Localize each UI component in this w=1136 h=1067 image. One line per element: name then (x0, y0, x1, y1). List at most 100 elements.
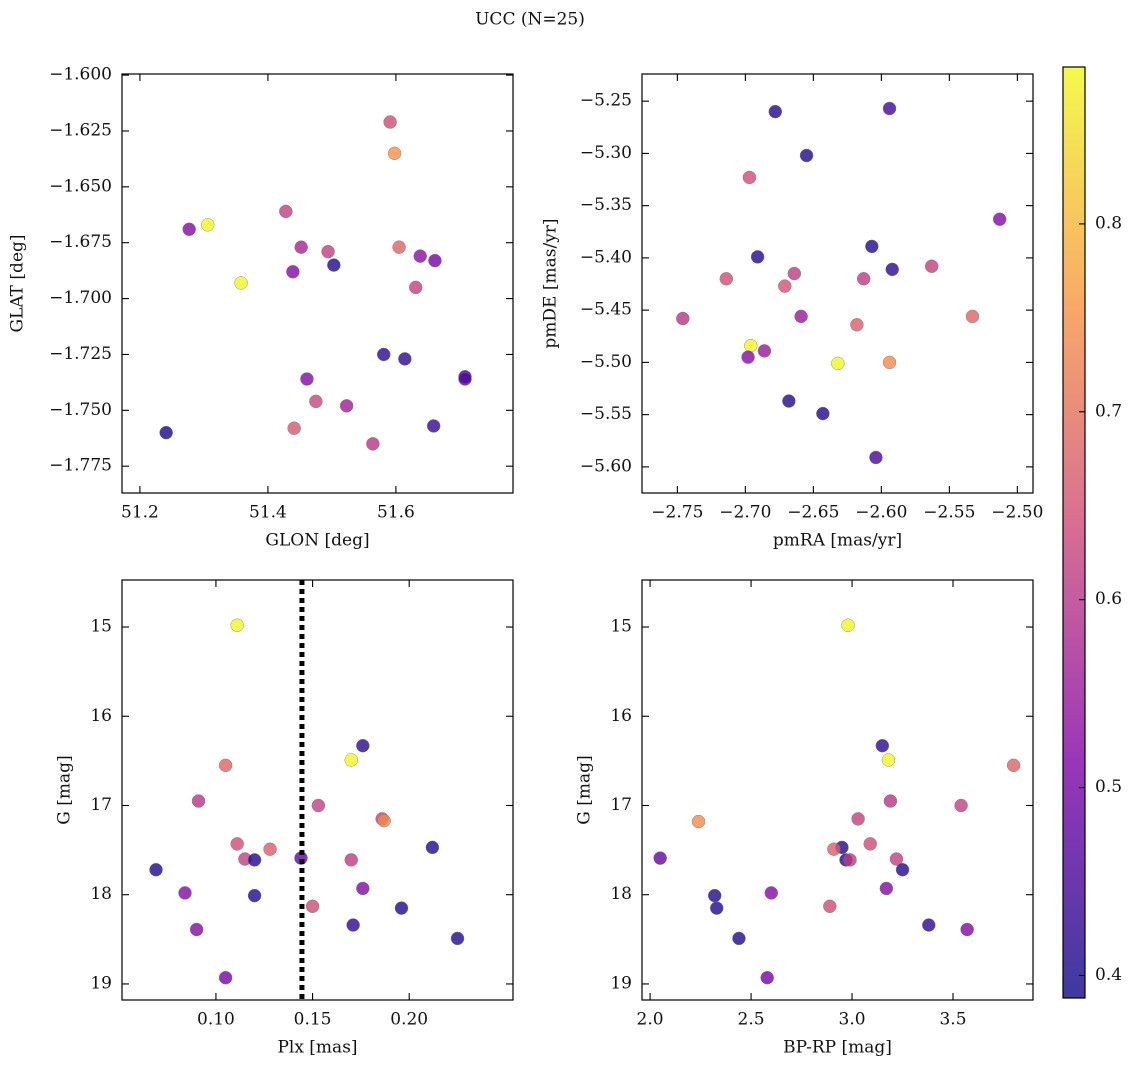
star-point (377, 347, 391, 362)
star-point (710, 901, 724, 915)
star-point (863, 837, 877, 851)
y-axis-label: G [mag] (55, 755, 75, 824)
star-point (708, 888, 722, 903)
star-point (392, 240, 406, 254)
y-tick-label: 16 (90, 706, 112, 726)
colorbar (1062, 66, 1086, 999)
star-point (869, 450, 883, 465)
y-tick-label: 18 (90, 884, 112, 904)
star-point (924, 259, 939, 273)
star-point (230, 618, 244, 632)
star-point (189, 922, 204, 937)
colorbar-tick-label: 0.7 (1095, 401, 1122, 421)
star-point (356, 738, 370, 753)
star-point (768, 104, 782, 119)
star-point (149, 863, 163, 877)
y-tick-label: −5.60 (580, 456, 632, 476)
x-tick-label: 3.5 (939, 1010, 966, 1030)
y-tick-label: −5.30 (580, 143, 632, 163)
star-point (279, 204, 293, 219)
y-tick-label: 19 (90, 973, 112, 993)
plot-frame (641, 73, 1034, 494)
y-tick-label: −5.45 (580, 300, 632, 320)
star-point (787, 266, 802, 281)
star-point (816, 406, 830, 421)
star-point (356, 881, 370, 896)
y-tick-label: −5.35 (580, 195, 632, 215)
star-point (218, 970, 233, 985)
star-point (719, 272, 734, 286)
colorbar-tick-label: 0.6 (1095, 589, 1122, 609)
star-point (794, 309, 808, 324)
star-point (263, 842, 277, 856)
star-point (1006, 758, 1021, 773)
star-point (450, 931, 465, 946)
y-tick-label: −1.625 (49, 120, 112, 140)
star-point (428, 253, 442, 268)
star-point (691, 814, 706, 829)
star-point (843, 853, 857, 867)
star-point (883, 794, 898, 808)
star-point (321, 244, 335, 259)
star-point (426, 419, 441, 433)
star-point (305, 899, 320, 914)
x-tick-label: 3.0 (839, 1010, 866, 1030)
star-point (201, 218, 215, 232)
y-tick-label: 17 (610, 795, 632, 815)
star-point (247, 888, 262, 903)
star-point (247, 853, 262, 867)
y-tick-label: −1.725 (49, 344, 112, 364)
star-point (387, 146, 402, 161)
star-point (159, 425, 173, 440)
x-tick-label: 2.0 (637, 1010, 664, 1030)
star-point (182, 222, 196, 237)
star-point (960, 922, 974, 937)
star-point (458, 372, 472, 386)
star-point (311, 798, 326, 813)
star-point (286, 265, 300, 279)
star-point (398, 352, 412, 366)
x-axis-label: BP-RP [mag] (783, 1038, 892, 1058)
star-point (300, 372, 314, 386)
star-point (230, 837, 244, 851)
star-point (889, 852, 904, 866)
star-point (778, 279, 792, 293)
star-point (823, 899, 837, 914)
y-tick-label: −5.40 (580, 247, 632, 267)
y-tick-label: 17 (90, 795, 112, 815)
star-point (827, 842, 841, 856)
y-tick-label: 19 (610, 973, 632, 993)
star-point (178, 886, 192, 900)
star-point (954, 798, 968, 813)
star-point (653, 851, 667, 865)
star-point (344, 753, 358, 767)
star-point (885, 262, 899, 277)
star-point (191, 794, 206, 808)
y-tick-label: 15 (90, 617, 112, 637)
x-tick-label: 0.10 (197, 1010, 235, 1030)
star-point (992, 212, 1007, 226)
x-tick-label: −2.55 (923, 503, 975, 523)
x-tick-label: 51.2 (121, 503, 159, 523)
y-tick-label: −1.600 (49, 65, 112, 85)
star-point (875, 738, 890, 753)
star-point (742, 170, 757, 185)
x-tick-label: 0.15 (294, 1010, 332, 1030)
plot-frame (121, 73, 514, 494)
star-point (757, 344, 772, 358)
star-point (366, 437, 380, 451)
star-point (782, 394, 796, 408)
colorbar-tick-label: 0.8 (1095, 213, 1122, 233)
star-point (882, 101, 897, 116)
y-tick-label: −1.775 (49, 456, 112, 476)
plot-frame (121, 579, 514, 1001)
colorbar-tick-label: 0.5 (1095, 777, 1122, 797)
star-point (856, 272, 871, 286)
star-point (287, 421, 301, 435)
star-point (841, 618, 855, 632)
y-tick-label: −5.55 (580, 404, 632, 424)
x-tick-label: −2.75 (651, 503, 703, 523)
star-point (965, 309, 980, 324)
star-point (744, 338, 758, 353)
star-point (882, 355, 897, 370)
